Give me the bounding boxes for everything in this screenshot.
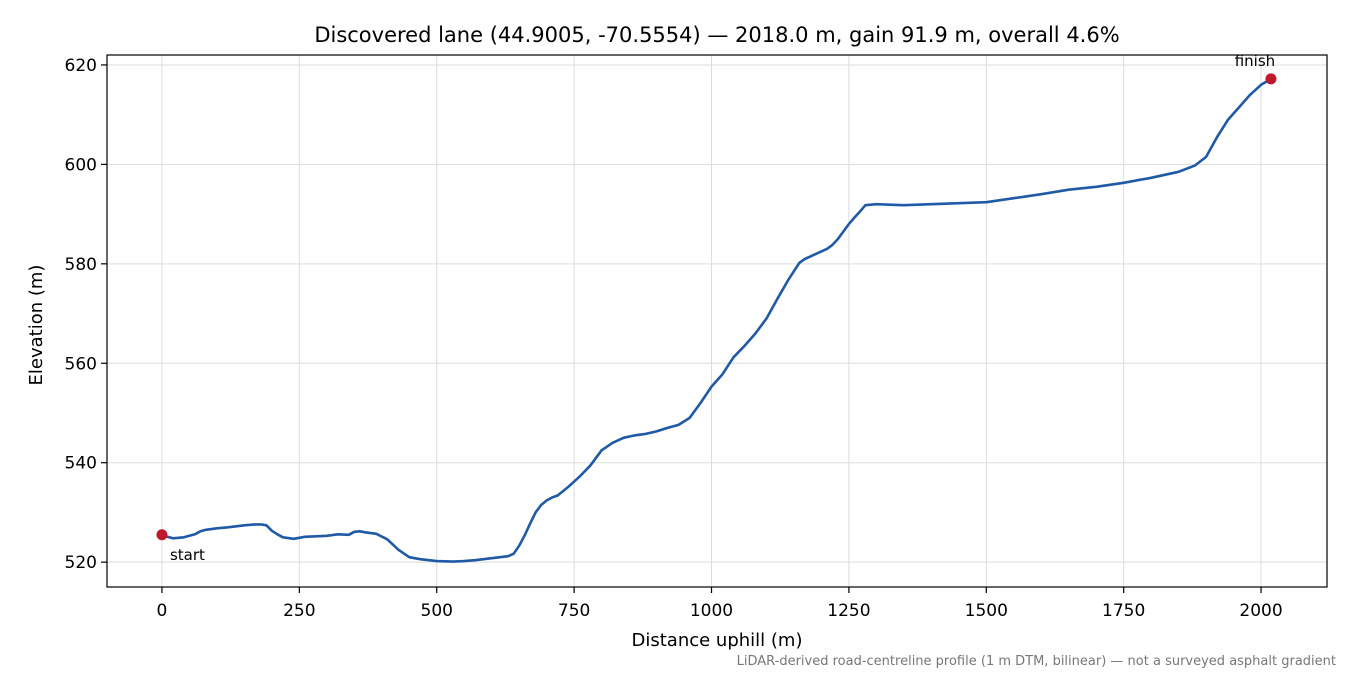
- plot-frame: [106, 54, 1328, 588]
- chart-title: Discovered lane (44.9005, -70.5554) — 20…: [314, 23, 1119, 47]
- x-tick-label: 750: [558, 601, 590, 621]
- y-tick-label: 620: [65, 56, 97, 76]
- y-tick-label: 540: [65, 454, 97, 474]
- x-axis-ticks: 0 250 500 750 1000 1250 1500 1750 2000: [157, 587, 1283, 621]
- y-tick-label: 520: [65, 553, 97, 573]
- finish-marker: [1265, 73, 1277, 85]
- finish-label: finish: [1235, 52, 1275, 70]
- y-tick-label: 560: [65, 354, 97, 374]
- endpoint-markers: start finish: [156, 52, 1277, 564]
- data-source-footnote: LiDAR-derived road-centreline profile (1…: [737, 654, 1336, 669]
- grid-lines: [107, 55, 1327, 587]
- x-tick-label: 1750: [1102, 601, 1145, 621]
- x-tick-label: 1000: [690, 601, 733, 621]
- x-tick-label: 250: [283, 601, 315, 621]
- y-axis-label: Elevation (m): [26, 265, 47, 386]
- x-tick-label: 500: [421, 601, 453, 621]
- start-label: start: [170, 546, 205, 564]
- y-tick-label: 580: [65, 255, 97, 275]
- x-tick-label: 1250: [827, 601, 870, 621]
- y-axis-ticks: 520 540 560 580 600 620: [65, 56, 107, 573]
- y-tick-label: 600: [65, 155, 97, 175]
- x-tick-label: 0: [157, 601, 168, 621]
- x-tick-label: 2000: [1239, 601, 1282, 621]
- elevation-series-line: [160, 77, 1273, 563]
- start-marker: [156, 529, 168, 541]
- x-tick-label: 1500: [965, 601, 1008, 621]
- x-axis-label: Distance uphill (m): [632, 630, 803, 651]
